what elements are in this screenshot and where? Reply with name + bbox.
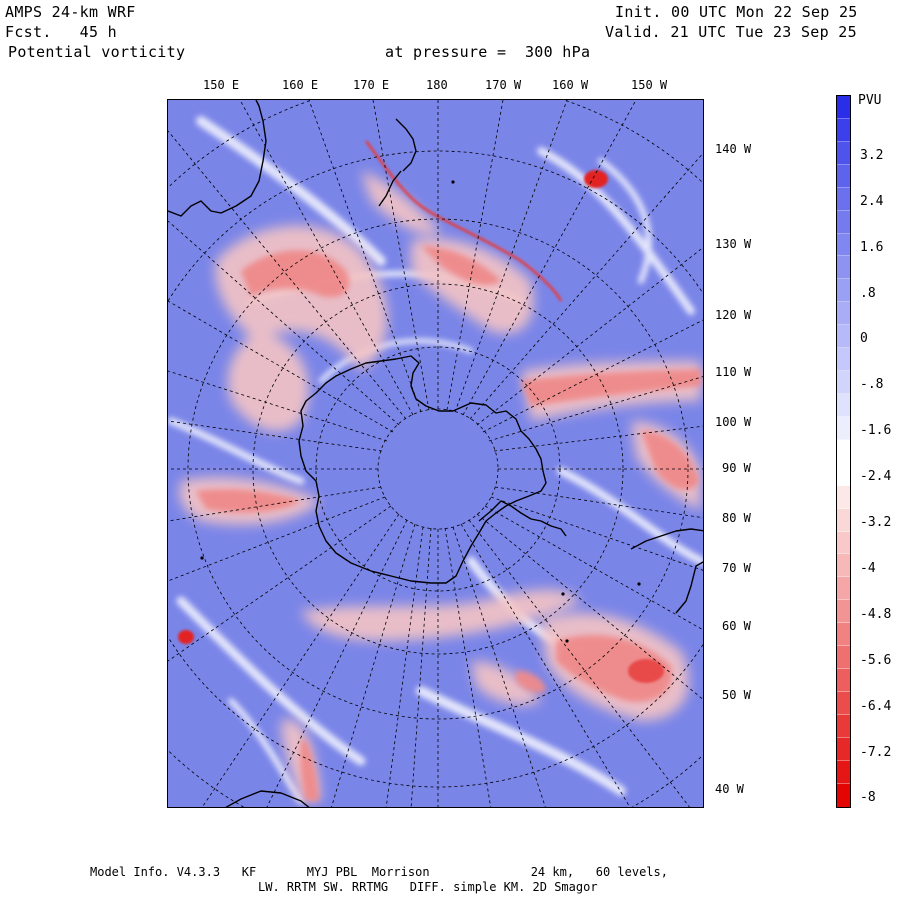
islands	[200, 180, 641, 643]
pv-field-svg	[168, 100, 703, 807]
australia-south	[225, 790, 310, 807]
colorbar-tick: -3.2	[860, 515, 892, 530]
colorbar-segment	[837, 233, 850, 257]
colorbar-segment	[837, 462, 850, 486]
init-time: Init. 00 UTC Mon 22 Sep 25	[615, 3, 858, 21]
antarctic-peninsula	[478, 500, 567, 537]
lon-label-160w: 160 W	[552, 78, 589, 92]
colorbar-tick: -1.6	[860, 423, 892, 438]
lon-label-60w: 60 W	[722, 619, 751, 633]
colorbar-segment	[837, 737, 850, 761]
colorbar-segment	[837, 577, 850, 601]
colorbar-segment	[837, 371, 850, 394]
lon-label-130w: 130 W	[715, 237, 752, 251]
lon-label-160e: 160 E	[282, 78, 319, 92]
colorbar-tick: -6.4	[860, 699, 892, 714]
colorbar-tick: 0	[860, 331, 868, 346]
antarctica-coast	[298, 355, 547, 584]
colorbar-segment	[837, 302, 850, 326]
forecast-hour: Fcst. 45 h	[5, 23, 117, 41]
lon-label-80w: 80 W	[722, 511, 751, 525]
colorbar-tick: -8	[860, 790, 876, 805]
colorbar-tick: -2.4	[860, 469, 892, 484]
lon-label-70w: 70 W	[722, 561, 751, 575]
colorbar-segment	[837, 118, 850, 142]
colorbar-segment	[837, 393, 850, 417]
pv-filament-north	[364, 140, 563, 302]
colorbar-tick: 2.4	[860, 194, 884, 209]
new-zealand-south	[378, 170, 402, 207]
colorbar-segment	[837, 760, 850, 784]
lon-label-180: 180	[426, 78, 448, 92]
model-info: Model Info. V4.3.3 KF MYJ PBL Morrison 2…	[90, 865, 668, 879]
lon-label-170w: 170 W	[485, 78, 522, 92]
australia-coast	[168, 100, 267, 217]
colorbar-segment	[837, 783, 850, 807]
colorbar-segment	[837, 187, 850, 211]
colorbar	[836, 95, 851, 808]
colorbar-segment	[837, 164, 850, 188]
colorbar-tick: -7.2	[860, 745, 892, 760]
colorbar-tick: .8	[860, 286, 876, 301]
valid-time: Valid. 21 UTC Tue 23 Sep 25	[605, 23, 857, 41]
graticule	[168, 100, 703, 807]
colorbar-segment	[837, 325, 850, 349]
colorbar-segment	[837, 439, 850, 463]
pressure-level: at pressure = 300 hPa	[385, 43, 591, 61]
pv-map	[167, 99, 704, 808]
new-zealand-north	[395, 118, 417, 172]
colorbar-unit: PVU	[858, 93, 882, 108]
lon-label-100w: 100 W	[715, 415, 752, 429]
colorbar-segment	[837, 141, 850, 165]
model-title: AMPS 24-km WRF	[5, 3, 136, 21]
colorbar-segment	[837, 600, 850, 624]
colorbar-tick: 3.2	[860, 148, 884, 163]
south-america-coast	[630, 528, 703, 614]
pv-max-southeast	[628, 659, 664, 683]
colorbar-segment	[837, 256, 850, 280]
colorbar-tick: -4.8	[860, 607, 892, 622]
coastlines	[168, 100, 703, 807]
colorbar-tick: -5.6	[860, 653, 892, 668]
colorbar-segment	[837, 669, 850, 692]
lon-label-150e: 150 E	[203, 78, 240, 92]
lon-label-140w: 140 W	[715, 142, 752, 156]
colorbar-segment	[837, 554, 850, 578]
colorbar-segment	[837, 623, 850, 647]
colorbar-segment	[837, 96, 850, 119]
colorbar-segment	[837, 646, 850, 670]
lon-label-150w: 150 W	[631, 78, 668, 92]
colorbar-tick: -.8	[860, 377, 884, 392]
physics-info: LW. RRTM SW. RRTMG DIFF. simple KM. 2D S…	[258, 880, 598, 894]
colorbar-segment	[837, 416, 850, 440]
pv-max-west	[178, 630, 194, 644]
colorbar-segment	[837, 348, 850, 372]
colorbar-segment	[837, 485, 850, 509]
lon-label-90w: 90 W	[722, 461, 751, 475]
lon-label-50w: 50 W	[722, 688, 751, 702]
lon-label-40w: 40 W	[715, 782, 744, 796]
colorbar-tick: -4	[860, 561, 876, 576]
lon-label-110w: 110 W	[715, 365, 752, 379]
colorbar-tick: 1.6	[860, 240, 884, 255]
colorbar-segment	[837, 531, 850, 555]
colorbar-segment	[837, 508, 850, 532]
colorbar-segment	[837, 210, 850, 234]
colorbar-segment	[837, 279, 850, 303]
pv-light-filaments	[168, 116, 703, 804]
colorbar-segment	[837, 714, 850, 738]
lon-label-170e: 170 E	[353, 78, 390, 92]
lon-label-120w: 120 W	[715, 308, 752, 322]
colorbar-segment	[837, 691, 850, 715]
field-name: Potential vorticity	[8, 43, 186, 61]
